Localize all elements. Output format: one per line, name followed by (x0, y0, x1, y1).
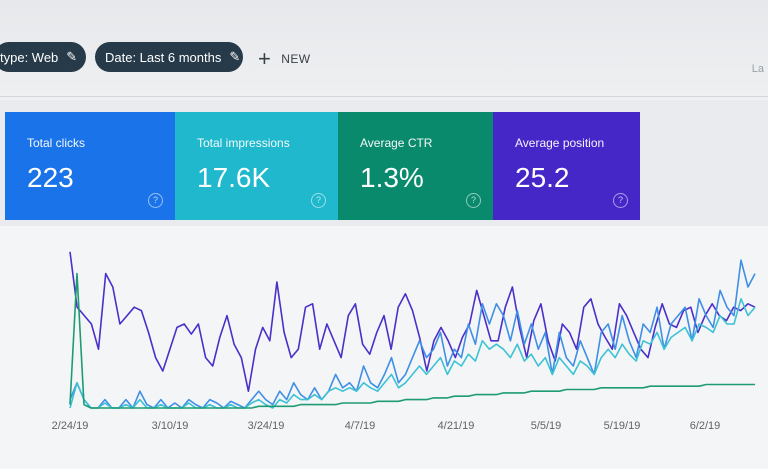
x-tick-label: 3/24/19 (248, 420, 285, 432)
metric-label: Average position (515, 136, 605, 150)
x-tick-label: 3/10/19 (152, 420, 189, 432)
metric-card-total-impressions[interactable]: Total impressions 17.6K ? (175, 112, 338, 220)
series-line-0 (69, 251, 756, 392)
metric-label: Total clicks (27, 136, 86, 150)
metric-label: Total impressions (197, 136, 290, 150)
x-tick-label: 2/24/19 (52, 420, 89, 432)
help-icon[interactable]: ? (466, 193, 481, 208)
series-line-3 (69, 272, 755, 409)
date-filter-label: Date: Last 6 months (105, 49, 222, 65)
help-icon[interactable]: ? (148, 193, 163, 208)
x-tick-label: 4/21/19 (438, 420, 475, 432)
metric-value: 1.3% (360, 162, 424, 193)
type-filter-chip[interactable]: type: Web ✎ (0, 42, 86, 72)
clipped-header-text: La (751, 63, 764, 75)
help-icon[interactable]: ? (311, 193, 326, 208)
x-tick-label: 5/19/19 (604, 420, 641, 432)
metric-label: Average CTR (360, 136, 433, 150)
date-filter-chip[interactable]: Date: Last 6 months ✎ (95, 42, 243, 72)
metric-card-average-position[interactable]: Average position 25.2 ? (493, 112, 640, 220)
x-tick-label: 6/2/19 (690, 420, 721, 432)
metric-card-average-ctr[interactable]: Average CTR 1.3% ? (338, 112, 493, 220)
metric-value: 17.6K (197, 162, 271, 193)
series-line-1 (69, 259, 756, 409)
metric-value: 25.2 (515, 162, 570, 193)
help-icon[interactable]: ? (613, 193, 628, 208)
type-filter-label: type: Web (0, 49, 59, 65)
x-tick-label: 4/7/19 (345, 420, 376, 432)
metric-value: 223 (27, 162, 74, 193)
pencil-icon[interactable]: ✎ (66, 49, 78, 64)
metric-cards: Total clicks 223 ? Total impressions 17.… (5, 112, 640, 220)
series-line-2 (69, 298, 756, 409)
performance-chart-area: 2/24/19 3/10/19 3/24/19 4/7/19 4/21/19 5/5/19… (0, 226, 768, 469)
plus-icon: + (258, 46, 272, 71)
new-filter-button[interactable]: + NEW (258, 47, 310, 71)
filter-toolbar: type: Web ✎ Date: Last 6 months ✎ + NEW … (0, 0, 768, 100)
x-tick-label: 5/5/19 (531, 420, 562, 432)
toolbar-divider (0, 96, 768, 97)
metric-card-total-clicks[interactable]: Total clicks 223 ? (5, 112, 175, 220)
new-filter-label: NEW (281, 52, 311, 66)
pencil-icon[interactable]: ✎ (229, 49, 241, 64)
performance-line-chart: 2/24/19 3/10/19 3/24/19 4/7/19 4/21/19 5/5/19… (52, 251, 756, 432)
